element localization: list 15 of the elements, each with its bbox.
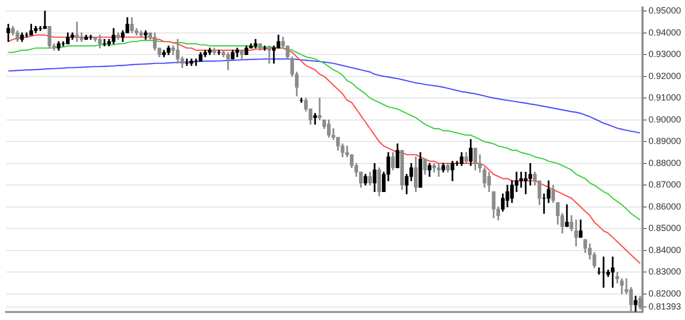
- y-tick-label: 0.84000: [648, 244, 682, 255]
- y-tick-label: 0.87000: [648, 180, 682, 190]
- y-tick-label: 0.82000: [648, 288, 682, 298]
- y-tick-label: 0.88000: [648, 158, 682, 168]
- y-tick-label: 0.92000: [648, 70, 682, 81]
- y-tick-label: 0.81393: [648, 302, 682, 312]
- y-tick-label: 0.94000: [648, 27, 682, 38]
- y-tick-label: 0.95000: [648, 6, 682, 16]
- y-tick-label: 0.91000: [648, 92, 682, 103]
- y-tick-label: 0.89000: [648, 136, 682, 146]
- y-tick-label: 0.86000: [648, 201, 682, 212]
- y-tick-label: 0.90000: [648, 114, 682, 124]
- y-tick-label: 0.85000: [648, 223, 682, 234]
- y-tick-label: 0.93000: [648, 49, 682, 60]
- y-tick-label: 0.83000: [648, 266, 682, 277]
